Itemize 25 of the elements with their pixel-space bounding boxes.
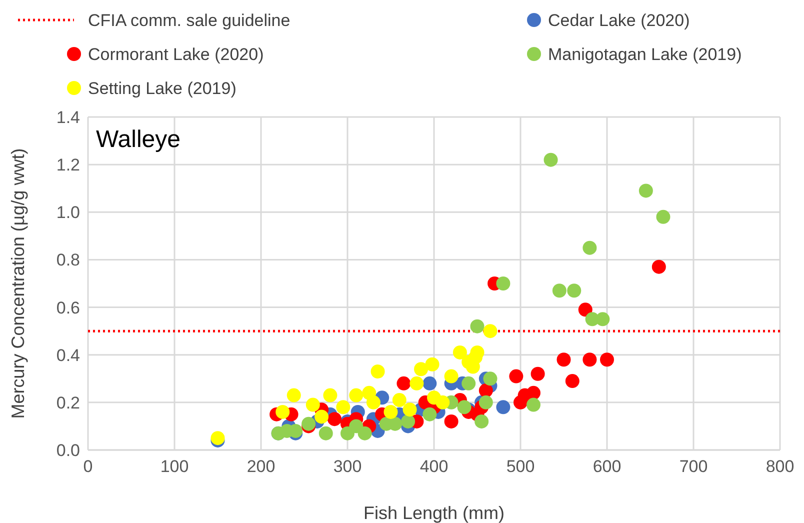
y-tick-label: 0.0 bbox=[56, 441, 80, 460]
legend-label: Manigotagan Lake (2019) bbox=[548, 45, 742, 64]
y-tick-label: 0.4 bbox=[56, 346, 80, 365]
y-tick-label: 0.2 bbox=[56, 393, 80, 412]
x-tick-label: 0 bbox=[83, 457, 93, 476]
legend-label: Setting Lake (2019) bbox=[88, 79, 236, 98]
x-tick-label: 400 bbox=[420, 457, 448, 476]
x-tick-label: 300 bbox=[333, 457, 362, 476]
y-tick-label: 1.2 bbox=[56, 156, 80, 175]
x-tick-label: 100 bbox=[160, 457, 189, 476]
x-tick-label: 600 bbox=[592, 457, 622, 476]
y-tick-label: 1.4 bbox=[56, 108, 80, 127]
x-tick-label: 800 bbox=[766, 457, 794, 476]
x-tick-label: 700 bbox=[679, 457, 708, 476]
x-tick-label: 200 bbox=[246, 457, 276, 476]
y-axis-title: Mercury Concentration (µg/g wwt) bbox=[8, 148, 28, 419]
legend-label: Cedar Lake (2020) bbox=[548, 11, 690, 30]
legend-label: Cormorant Lake (2020) bbox=[88, 45, 264, 64]
y-tick-label: 0.6 bbox=[56, 298, 80, 318]
y-tick-label: 0.8 bbox=[56, 250, 80, 270]
y-tick-label: 1.0 bbox=[56, 203, 80, 222]
x-axis-title: Fish Length (mm) bbox=[363, 503, 505, 523]
x-tick-label: 500 bbox=[506, 457, 535, 476]
chart-title: Walleye bbox=[96, 126, 180, 153]
legend-label: CFIA comm. sale guideline bbox=[88, 11, 290, 30]
